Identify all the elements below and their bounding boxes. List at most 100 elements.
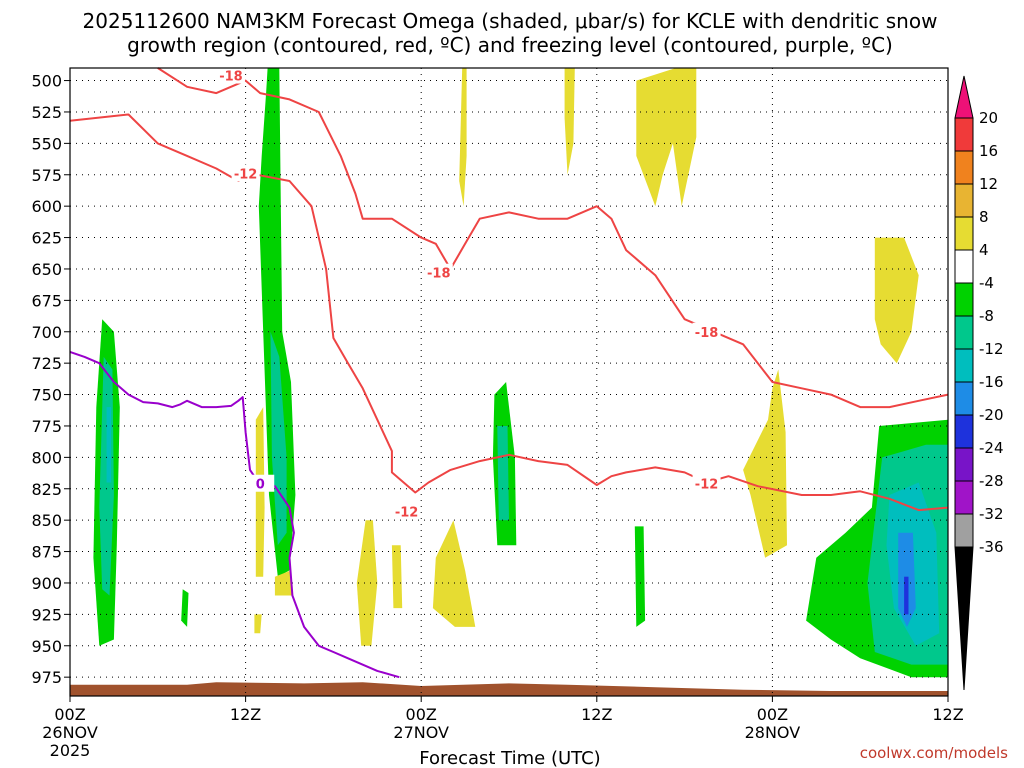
omega-shading bbox=[93, 68, 948, 678]
colorbar-box-0 bbox=[954, 117, 974, 152]
contour-label-text-4: -12 bbox=[395, 505, 419, 520]
credit-text: coolwx.com/models bbox=[860, 744, 1008, 762]
omega-region-21 bbox=[432, 520, 476, 627]
omega-region-17 bbox=[874, 237, 919, 364]
y-tick-label-850: 850 bbox=[31, 511, 62, 530]
y-tick-label-925: 925 bbox=[31, 605, 62, 624]
colorbar-box-1 bbox=[954, 150, 974, 185]
y-tick-label-575: 575 bbox=[31, 166, 62, 185]
colorbar-bottom-triangle bbox=[954, 546, 974, 691]
contour-label-2: -18 bbox=[424, 263, 453, 282]
omega-region-16 bbox=[636, 68, 697, 207]
x-tick-label-5: 12Z bbox=[932, 705, 963, 724]
contour-label-bg-4 bbox=[392, 502, 421, 520]
contour-label-text-2: -18 bbox=[427, 267, 451, 282]
omega-region-24 bbox=[254, 614, 262, 634]
colorbar: 20 16 12 8 4 -4 -8 -12 -16 -20 -24 -28 -32 -36 bbox=[954, 75, 1004, 691]
colorbar-label-9: -20 bbox=[979, 406, 1004, 424]
y-tick-label-875: 875 bbox=[31, 543, 62, 562]
colorbar-label-13: -36 bbox=[979, 538, 1004, 556]
contour-label-6: 0 bbox=[246, 474, 275, 493]
y-tick-label-800: 800 bbox=[31, 448, 62, 467]
terrain-fill bbox=[70, 682, 948, 696]
y-tick-label-600: 600 bbox=[31, 197, 62, 216]
x-tick-date-4: 28NOV bbox=[745, 723, 801, 742]
colorbar-label-4: 4 bbox=[979, 241, 989, 259]
terrain bbox=[70, 682, 948, 696]
plot-area: -18 -12 -18 -18 -12 -12 0 bbox=[69, 66, 949, 697]
y-tick-label-500: 500 bbox=[31, 72, 62, 91]
colorbar-box-4 bbox=[954, 249, 974, 284]
omega-region-19 bbox=[356, 520, 378, 646]
omega-region-22 bbox=[274, 570, 293, 596]
x-axis-label: Forecast Time (UTC) bbox=[419, 748, 600, 768]
plot-frame bbox=[69, 67, 949, 697]
y-tick-label-525: 525 bbox=[31, 103, 62, 122]
omega-region-14 bbox=[459, 68, 467, 207]
colorbar-box-2 bbox=[954, 183, 974, 218]
contour-label-bg-6 bbox=[246, 474, 275, 492]
y-tick-label-900: 900 bbox=[31, 574, 62, 593]
contour-label-3: -18 bbox=[692, 322, 721, 341]
contour-line-2 bbox=[69, 350, 400, 679]
contour-label-bg-2 bbox=[424, 263, 453, 281]
x-tick-date-2: 27NOV bbox=[393, 723, 449, 742]
colorbar-box-6 bbox=[954, 315, 974, 350]
colorbar-label-5: -4 bbox=[979, 274, 994, 292]
colorbar-box-7 bbox=[954, 348, 974, 383]
y-axis: 500 525 550 575 600 625 650 675 700 725 750 775 800 8… bbox=[31, 72, 70, 687]
omega-region-20 bbox=[391, 545, 403, 609]
y-tick-label-750: 750 bbox=[31, 386, 62, 405]
contour-label-1: -12 bbox=[231, 164, 260, 183]
contour-label-bg-5 bbox=[692, 474, 721, 492]
contour-line-1 bbox=[157, 67, 949, 409]
omega-region-3 bbox=[258, 68, 296, 577]
y-tick-label-625: 625 bbox=[31, 229, 62, 248]
colorbar-label-0: 20 bbox=[979, 109, 998, 127]
y-tick-label-825: 825 bbox=[31, 480, 62, 499]
colorbar-box-11 bbox=[954, 480, 974, 515]
omega-region-6 bbox=[497, 426, 509, 521]
contour-label-text-5: -12 bbox=[695, 478, 719, 493]
grid-lines bbox=[69, 68, 949, 696]
colorbar-box-9 bbox=[954, 414, 974, 449]
contour-label-bg-0 bbox=[216, 66, 245, 84]
contour-label-text-6: 0 bbox=[256, 478, 265, 493]
colorbar-label-12: -32 bbox=[979, 505, 1004, 523]
y-tick-label-975: 975 bbox=[31, 668, 62, 687]
contour-label-text-3: -18 bbox=[695, 326, 719, 341]
colorbar-label-2: 12 bbox=[979, 175, 998, 193]
omega-region-4 bbox=[270, 331, 287, 546]
omega-region-13 bbox=[904, 576, 909, 615]
omega-region-8 bbox=[634, 526, 646, 627]
colorbar-label-8: -16 bbox=[979, 373, 1004, 391]
y-tick-label-700: 700 bbox=[31, 323, 62, 342]
colorbar-label-6: -8 bbox=[979, 307, 994, 325]
omega-region-15 bbox=[564, 68, 575, 175]
y-tick-label-725: 725 bbox=[31, 354, 62, 373]
x-tick-label-2: 00Z bbox=[406, 705, 437, 724]
omega-region-23 bbox=[255, 407, 265, 577]
colorbar-label-11: -28 bbox=[979, 472, 1004, 490]
contour-label-0: -18 bbox=[216, 66, 245, 85]
omega-region-18 bbox=[743, 369, 787, 558]
colorbar-box-10 bbox=[954, 447, 974, 482]
colorbar-label-10: -24 bbox=[979, 439, 1004, 457]
colorbar-label-7: -12 bbox=[979, 340, 1004, 358]
contour-label-text-1: -12 bbox=[234, 168, 258, 183]
x-tick-year-0: 2025 bbox=[50, 741, 91, 760]
chart-title-line2: growth region (contoured, red, ºC) and f… bbox=[127, 33, 893, 57]
contour-label-4: -12 bbox=[392, 502, 421, 520]
omega-region-7 bbox=[181, 589, 189, 627]
contour-label-bg-3 bbox=[692, 322, 721, 340]
contour-label-bg-1 bbox=[231, 164, 260, 182]
contour-label-5: -12 bbox=[692, 474, 721, 493]
y-tick-label-650: 650 bbox=[31, 260, 62, 279]
x-tick-label-4: 00Z bbox=[757, 705, 788, 724]
y-tick-label-675: 675 bbox=[31, 291, 62, 310]
colorbar-label-1: 16 bbox=[979, 142, 998, 160]
chart-title-line1: 2025112600 NAM3KM Forecast Omega (shaded… bbox=[83, 9, 938, 33]
colorbar-top-triangle bbox=[954, 75, 974, 119]
